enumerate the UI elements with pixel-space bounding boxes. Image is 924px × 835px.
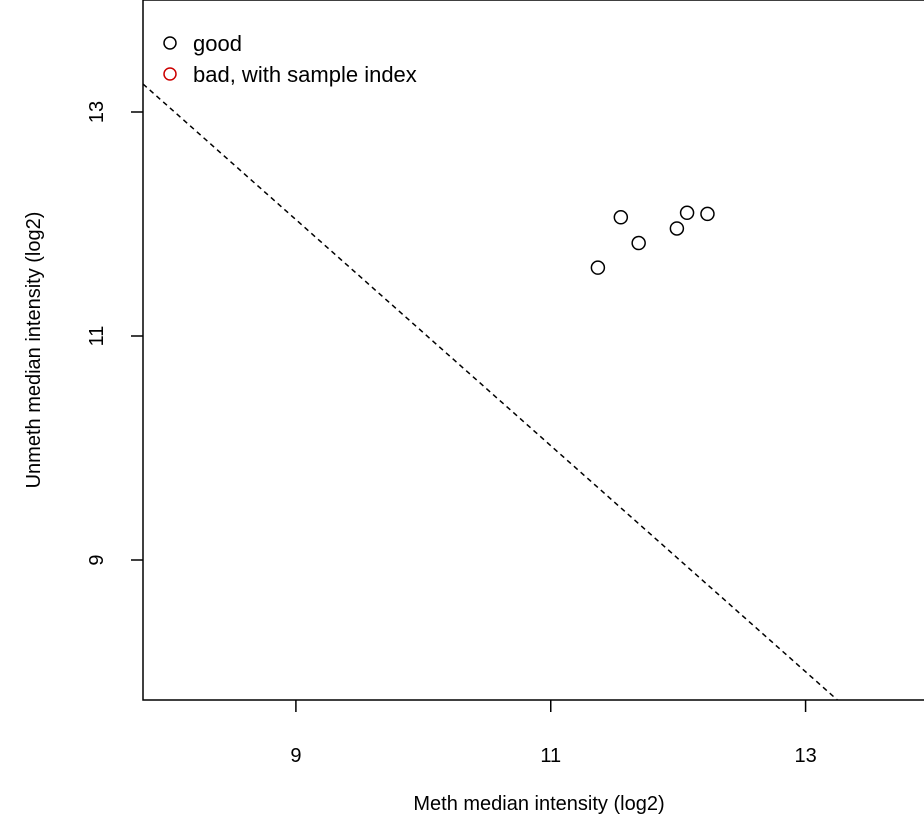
reference-line xyxy=(142,83,838,701)
y-tick-label: 9 xyxy=(86,554,108,565)
x-tick-label: 13 xyxy=(794,745,816,767)
legend: good bad, with sample index xyxy=(163,31,417,87)
legend-label: good xyxy=(193,31,242,56)
data-point xyxy=(613,210,629,225)
data-points xyxy=(590,205,715,275)
x-tick-label: 9 xyxy=(290,745,301,767)
x-axis-label: Meth median intensity (log2) xyxy=(413,793,664,815)
data-point xyxy=(700,206,715,222)
y-axis: 9 11 13 xyxy=(86,101,143,566)
legend-label: bad, with sample index xyxy=(193,62,417,87)
y-tick-label: 13 xyxy=(86,101,108,123)
legend-marker xyxy=(163,67,177,81)
x-tick-label: 11 xyxy=(540,745,561,767)
plot-frame xyxy=(142,0,924,701)
data-point xyxy=(590,260,606,275)
data-point xyxy=(679,205,695,221)
y-tick-label: 11 xyxy=(86,326,108,347)
x-axis: 9 11 13 xyxy=(290,700,817,767)
data-point xyxy=(669,221,685,236)
legend-marker xyxy=(163,36,177,50)
y-axis-label: Unmeth median intensity (log2) xyxy=(23,212,45,489)
data-point xyxy=(631,235,646,251)
